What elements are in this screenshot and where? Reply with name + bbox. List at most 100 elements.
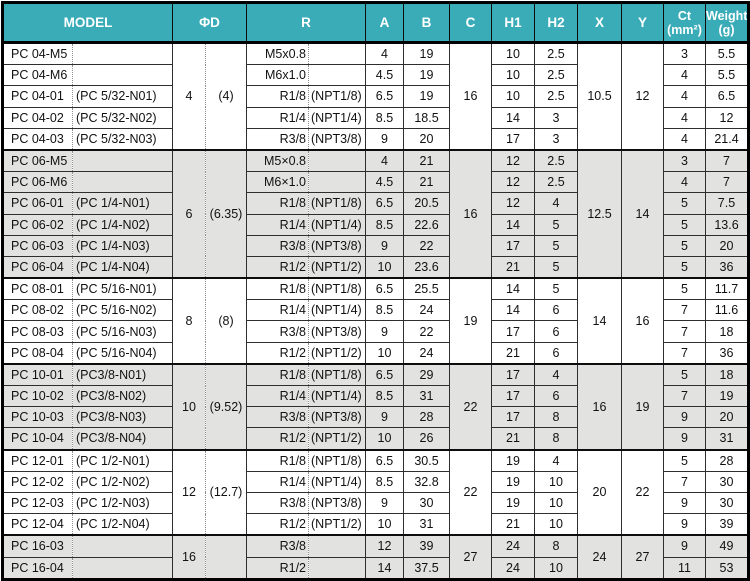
cell-phi-d: 16: [172, 534, 206, 580]
cell-b: 19: [403, 85, 450, 108]
cell-model-alt: (PC 1/2-N02): [72, 471, 173, 493]
table-row: PC 06-M6 M6×1.0 4.5 21 12 2.5 4 7: [2, 171, 749, 194]
cell-r: R1/8: [246, 192, 309, 215]
cell-model-code: PC 06-03: [2, 235, 73, 257]
cell-r-alt: (NPT1/4): [308, 299, 366, 322]
cell-r-alt: (NPT1/8): [308, 277, 366, 301]
cell-b: 22: [403, 235, 450, 257]
cell-weight: 31: [705, 427, 749, 451]
cell-h1: 10: [491, 85, 535, 108]
cell-r: R3/8: [246, 128, 309, 151]
cell-a: 9: [365, 406, 404, 429]
cell-weight: 12: [705, 107, 749, 129]
cell-h2: 6: [534, 342, 578, 365]
cell-model-alt: (PC 5/32-N03): [72, 128, 173, 151]
cell-model-code: PC 16-03: [2, 534, 73, 558]
cell-weight: 21.4: [705, 128, 749, 151]
cell-model-code: PC 04-M6: [2, 64, 73, 87]
cell-weight: 39: [705, 513, 749, 536]
cell-b: 26: [403, 427, 450, 451]
cell-ct: 4: [663, 128, 706, 151]
cell-phi-d: 10: [172, 362, 206, 451]
cell-r-alt: (NPT1/8): [308, 192, 366, 215]
cell-ct: 9: [663, 534, 706, 558]
cell-y: 22: [621, 448, 664, 536]
cell-x: 12.5: [577, 148, 622, 279]
cell-r: R3/8: [246, 406, 309, 429]
cell-weight: 7.5: [705, 192, 749, 215]
cell-weight: 5.5: [705, 64, 749, 87]
cell-model-alt: (PC 5/32-N02): [72, 107, 173, 129]
cell-b: 22.6: [403, 214, 450, 236]
cell-model-alt: (PC 1/2-N03): [72, 492, 173, 515]
cell-ct: 7: [663, 471, 706, 493]
cell-r-alt: (NPT1/8): [308, 85, 366, 108]
cell-h2: 10: [534, 492, 578, 515]
table-row: PC 04-01 (PC 5/32-N01) R1/8 (NPT1/8) 6.5 19 10…: [2, 85, 749, 108]
cell-r-alt: (NPT1/2): [308, 427, 366, 451]
cell-r-alt: (NPT3/8): [308, 406, 366, 429]
table-row: PC 04-02 (PC 5/32-N02) R1/4 (NPT1/4) 8.5 18.5…: [2, 107, 749, 129]
cell-a: 10: [365, 513, 404, 536]
cell-model-alt: (PC 1/4-N02): [72, 214, 173, 236]
cell-model-alt: (PC 5/32-N01): [72, 85, 173, 108]
cell-weight: 36: [705, 256, 749, 279]
cell-ct: 5: [663, 448, 706, 472]
cell-r-alt: (NPT3/8): [308, 128, 366, 151]
cell-model-alt: [72, 557, 173, 580]
cell-b: 21: [403, 148, 450, 173]
cell-a: 4: [365, 148, 404, 173]
cell-r: R3/8: [246, 534, 309, 558]
cell-r: R1/2: [246, 513, 309, 536]
cell-a: 12: [365, 534, 404, 558]
cell-b: 31: [403, 385, 450, 408]
cell-a: 8.5: [365, 299, 404, 322]
cell-h2: 2.5: [534, 64, 578, 87]
cell-y: 19: [621, 362, 664, 451]
cell-b: 24: [403, 342, 450, 365]
cell-phi-d-alt: (8): [205, 277, 247, 365]
cell-weight: 36: [705, 342, 749, 365]
cell-ct: 4: [663, 107, 706, 129]
cell-model-alt: (PC 1/4-N01): [72, 192, 173, 215]
cell-h1: 14: [491, 107, 535, 129]
cell-a: 9: [365, 492, 404, 515]
cell-r: R1/2: [246, 427, 309, 451]
table-row: PC 04-03 (PC 5/32-N03) R3/8 (NPT3/8) 9 20 17 3 4…: [2, 128, 749, 151]
table-row: PC 16-03 16 R3/8 12 39 27 24 8 24 27 9 49: [2, 534, 749, 580]
cell-weight: 18: [705, 362, 749, 386]
table-row: PC 12-03 (PC 1/2-N03) R3/8 (NPT3/8) 9 30 19 10 9…: [2, 492, 749, 515]
cell-model-code: PC 08-04: [2, 342, 73, 365]
cell-ct: 5: [663, 362, 706, 386]
table-row: PC 06-M5 6 (6.35) M5×0.8 4 21 16 12 2.5 12.5 14 3 7: [2, 148, 749, 279]
cell-r: R1/8: [246, 85, 309, 108]
cell-b: 22: [403, 320, 450, 343]
table-row: PC 10-01 (PC3/8-N01) 10 (9.52) R1/8 (NPT1/8) 6…: [2, 362, 749, 451]
cell-y: 14: [621, 148, 664, 279]
cell-ct: 4: [663, 85, 706, 108]
cell-h2: 3: [534, 128, 578, 151]
cell-r: M5×0.8: [246, 148, 309, 173]
cell-h1: 14: [491, 277, 535, 301]
cell-h2: 2.5: [534, 171, 578, 194]
cell-r: R1/8: [246, 448, 309, 472]
cell-model-alt: (PC 5/16-N04): [72, 342, 173, 365]
cell-a: 9: [365, 235, 404, 257]
cell-model-alt: (PC 5/16-N03): [72, 320, 173, 343]
cell-model-alt: (PC 5/16-N02): [72, 299, 173, 322]
column-header-ct: Ct (mm²): [663, 2, 706, 44]
cell-r-alt: (NPT1/4): [308, 385, 366, 408]
table-row: PC 04-M5 4 (4) M5x0.8 4 19 16 10 2.5 10.5 12 3 5.5: [2, 41, 749, 151]
cell-b: 39: [403, 534, 450, 558]
cell-b: 19: [403, 41, 450, 66]
cell-phi-d-alt: (4): [205, 41, 247, 151]
cell-b: 25.5: [403, 277, 450, 301]
cell-b: 24: [403, 299, 450, 322]
cell-model-code: PC 04-M5: [2, 41, 73, 66]
cell-model-alt: [72, 148, 173, 173]
cell-a: 6.5: [365, 85, 404, 108]
cell-h1: 17: [491, 406, 535, 429]
cell-h2: 5: [534, 256, 578, 279]
cell-model-code: PC 12-02: [2, 471, 73, 493]
cell-r-alt: (NPT1/8): [308, 448, 366, 472]
